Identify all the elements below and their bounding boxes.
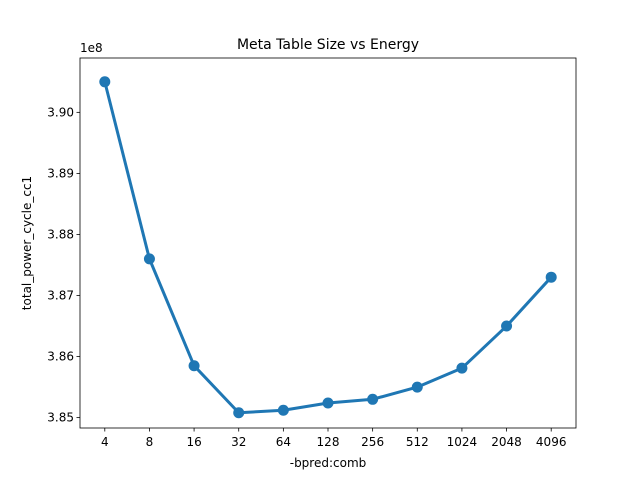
data-point [501, 320, 513, 332]
series-layer [99, 76, 557, 419]
series-line [103, 81, 553, 415]
x-tick-label: 512 [406, 435, 429, 449]
x-tick-label: 8 [146, 435, 154, 449]
data-point [233, 407, 245, 419]
x-axis: 4 8 16 32 64 128 256 512 1024 2048 4096 [101, 428, 566, 449]
data-point [545, 271, 557, 283]
y-axis-label: total_power_cycle_cc1 [20, 176, 34, 310]
x-axis-label: -bpred:comb [290, 456, 367, 470]
y-tick-label: 3.88 [47, 227, 74, 241]
data-point [367, 393, 379, 405]
x-tick-label: 4096 [536, 435, 567, 449]
x-tick-label: 1024 [447, 435, 478, 449]
x-tick-label: 32 [231, 435, 246, 449]
x-tick-label: 64 [276, 435, 291, 449]
data-point [456, 362, 468, 374]
data-point [99, 76, 111, 88]
data-point [277, 404, 289, 416]
data-point [188, 360, 200, 372]
x-tick-label: 128 [317, 435, 340, 449]
x-tick-label: 256 [361, 435, 384, 449]
y-tick-label: 3.90 [47, 105, 74, 119]
y-tick-label: 3.86 [47, 350, 74, 364]
data-point [322, 397, 334, 409]
chart-title: Meta Table Size vs Energy [237, 37, 419, 53]
y-axis: 3.85 3.86 3.87 3.88 3.89 3.90 [47, 105, 80, 425]
data-point [143, 253, 155, 265]
y-tick-label: 3.89 [47, 166, 74, 180]
x-tick-label: 2048 [491, 435, 522, 449]
x-tick-label: 4 [101, 435, 109, 449]
y-offset-label: 1e8 [80, 41, 103, 55]
x-tick-label: 16 [186, 435, 201, 449]
plot-area [79, 57, 577, 429]
data-point [411, 381, 423, 393]
y-tick-label: 3.87 [47, 289, 74, 303]
y-tick-label: 3.85 [47, 411, 74, 425]
